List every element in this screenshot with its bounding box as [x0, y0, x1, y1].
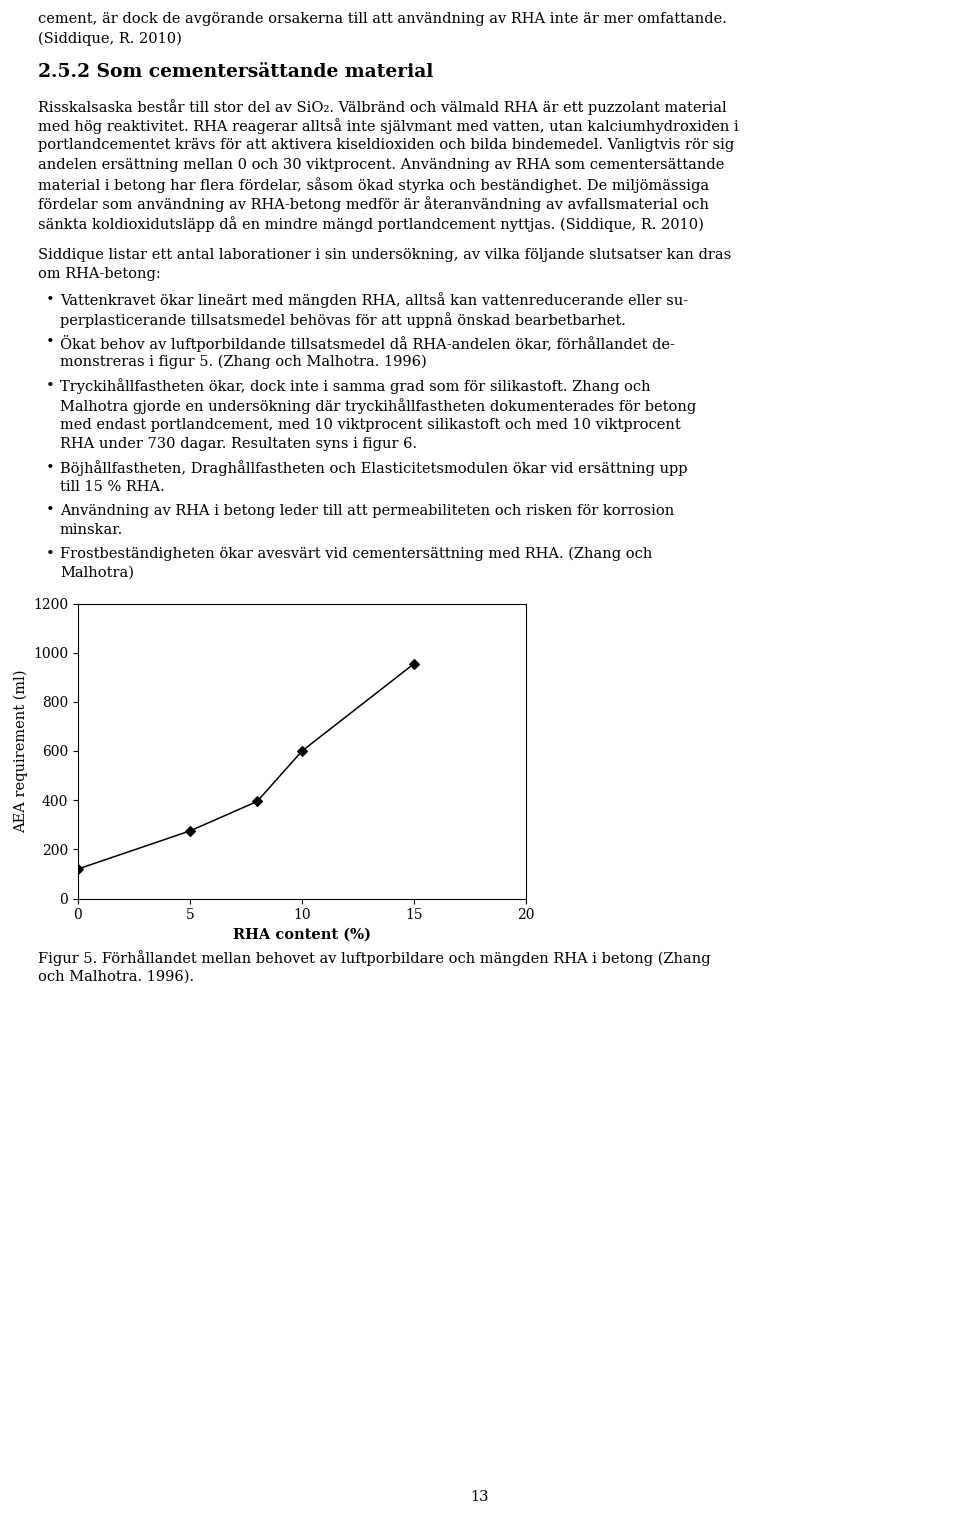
Text: Böjhållfastheten, Draghållfastheten och Elasticitetsmodulen ökar vid ersättning : Böjhållfastheten, Draghållfastheten och … — [60, 461, 687, 476]
Text: Ökat behov av luftporbildande tillsatsmedel då RHA-andelen ökar, förhållandet de: Ökat behov av luftporbildande tillsatsme… — [60, 335, 675, 353]
Text: 2.5.2 Som cementersättande material: 2.5.2 Som cementersättande material — [38, 64, 433, 80]
Text: Malhotra): Malhotra) — [60, 567, 134, 580]
Y-axis label: AEA requirement (ml): AEA requirement (ml) — [13, 670, 28, 833]
Text: •: • — [46, 547, 55, 561]
Text: Figur 5. Förhållandet mellan behovet av luftporbildare och mängden RHA i betong : Figur 5. Förhållandet mellan behovet av … — [38, 950, 710, 967]
X-axis label: RHA content (%): RHA content (%) — [233, 927, 371, 942]
Text: till 15 % RHA.: till 15 % RHA. — [60, 480, 165, 494]
Text: •: • — [46, 379, 55, 392]
Text: Frostbeständigheten ökar avesvärt vid cementersättning med RHA. (Zhang och: Frostbeständigheten ökar avesvärt vid ce… — [60, 547, 653, 561]
Text: med hög reaktivitet. RHA reagerar alltså inte självmant med vatten, utan kalcium: med hög reaktivitet. RHA reagerar alltså… — [38, 118, 739, 135]
Text: 13: 13 — [470, 1489, 490, 1504]
Text: Användning av RHA i betong leder till att permeabiliteten och risken för korrosi: Användning av RHA i betong leder till at… — [60, 503, 674, 518]
Text: material i betong har flera fördelar, såsom ökad styrka och beständighet. De mil: material i betong har flera fördelar, så… — [38, 177, 709, 192]
Text: monstreras i figur 5. (Zhang och Malhotra. 1996): monstreras i figur 5. (Zhang och Malhotr… — [60, 355, 427, 370]
Text: perplasticerande tillsatsmedel behövas för att uppnå önskad bearbetbarhet.: perplasticerande tillsatsmedel behövas f… — [60, 312, 626, 327]
Text: RHA under 730 dagar. Resultaten syns i figur 6.: RHA under 730 dagar. Resultaten syns i f… — [60, 436, 418, 451]
Text: portlandcementet krävs för att aktivera kiseldioxiden och bilda bindemedel. Vanl: portlandcementet krävs för att aktivera … — [38, 138, 734, 152]
Text: andelen ersättning mellan 0 och 30 viktprocent. Användning av RHA som cementersä: andelen ersättning mellan 0 och 30 viktp… — [38, 158, 725, 171]
Text: Risskalsaska består till stor del av SiO₂. Välbränd och välmald RHA är ett puzzo: Risskalsaska består till stor del av SiO… — [38, 98, 727, 115]
Text: med endast portlandcement, med 10 viktprocent silikastoft och med 10 viktprocent: med endast portlandcement, med 10 viktpr… — [60, 418, 681, 432]
Text: •: • — [46, 292, 55, 306]
Text: fördelar som användning av RHA-betong medför är återanvändning av avfallsmateria: fördelar som användning av RHA-betong me… — [38, 197, 709, 212]
Text: (Siddique, R. 2010): (Siddique, R. 2010) — [38, 32, 181, 45]
Text: •: • — [46, 335, 55, 350]
Text: och Malhotra. 1996).: och Malhotra. 1996). — [38, 970, 194, 985]
Text: cement, är dock de avgörande orsakerna till att användning av RHA inte är mer om: cement, är dock de avgörande orsakerna t… — [38, 12, 727, 26]
Text: Malhotra gjorde en undersökning där tryckihållfastheten dokumenterades för beton: Malhotra gjorde en undersökning där tryc… — [60, 398, 696, 414]
Text: •: • — [46, 503, 55, 518]
Text: om RHA-betong:: om RHA-betong: — [38, 267, 160, 280]
Text: minskar.: minskar. — [60, 523, 123, 536]
Text: •: • — [46, 461, 55, 474]
Text: Vattenkravet ökar lineärt med mängden RHA, alltså kan vattenreducerande eller su: Vattenkravet ökar lineärt med mängden RH… — [60, 292, 688, 309]
Text: sänkta koldioxidutsläpp då en mindre mängd portlandcement nyttjas. (Siddique, R.: sänkta koldioxidutsläpp då en mindre män… — [38, 217, 704, 232]
Text: Siddique listar ett antal laborationer i sin undersökning, av vilka följande slu: Siddique listar ett antal laborationer i… — [38, 247, 732, 262]
Text: Tryckihållfastheten ökar, dock inte i samma grad som för silikastoft. Zhang och: Tryckihållfastheten ökar, dock inte i sa… — [60, 379, 651, 394]
